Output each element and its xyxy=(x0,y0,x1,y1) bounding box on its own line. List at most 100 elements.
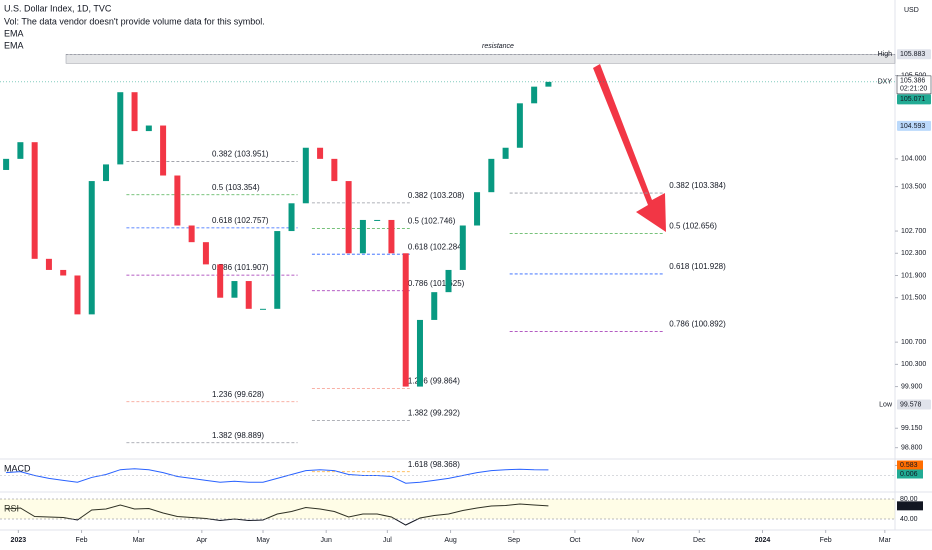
last-tag: DXY xyxy=(878,79,893,86)
candle xyxy=(474,192,481,226)
x-tick-label: Apr xyxy=(196,537,208,544)
fib-label: 0.5 (102.746) xyxy=(408,217,456,226)
y-tick-label: 101.500 xyxy=(901,295,926,302)
candle xyxy=(60,269,67,276)
arrow xyxy=(593,64,666,232)
marker-tag: High xyxy=(878,51,893,58)
last-price xyxy=(896,75,932,95)
candle xyxy=(31,142,38,259)
rsi-level-label: 40.00 xyxy=(900,516,918,523)
rsi-band xyxy=(0,499,895,519)
fib-label: 1.382 (99.292) xyxy=(408,408,460,417)
candle xyxy=(402,253,409,387)
rsi-line xyxy=(6,503,549,526)
price-box xyxy=(897,94,931,105)
candle xyxy=(88,181,95,315)
candle xyxy=(502,147,509,159)
macd-readout-label: 0.006 xyxy=(900,471,918,478)
fib-label: 0.382 (103.951) xyxy=(212,150,269,159)
macd-readout-label: 0.583 xyxy=(900,462,918,469)
candle xyxy=(459,225,466,270)
candle xyxy=(160,125,167,176)
candle xyxy=(302,147,309,204)
candle xyxy=(217,264,224,298)
y-tick-label: 102.300 xyxy=(901,250,926,257)
fib-label: 1.236 (99.864) xyxy=(408,377,460,386)
candle xyxy=(431,292,438,320)
candle xyxy=(331,158,338,182)
marker xyxy=(897,399,931,410)
rsi-readout xyxy=(897,501,923,511)
fib-label: 0.618 (101.928) xyxy=(669,262,726,271)
annotation: resistance xyxy=(482,43,514,50)
x-tick-label: Mar xyxy=(879,537,892,544)
rsi-readout-label: 66.33 xyxy=(900,503,918,510)
y-tick-label: 98.800 xyxy=(901,445,923,452)
marker xyxy=(897,49,931,60)
fib-label: 0.5 (103.354) xyxy=(212,183,260,192)
candle xyxy=(103,164,110,182)
fib-label: 0.5 (102.656) xyxy=(669,222,717,231)
x-tick-label: Feb xyxy=(76,537,88,544)
x-tick-label: May xyxy=(256,537,270,544)
candle xyxy=(131,92,138,132)
candle xyxy=(317,147,324,159)
macd-readout xyxy=(897,460,923,470)
candle xyxy=(45,258,52,270)
currency: USD xyxy=(904,7,919,14)
price-box-label: 105.071 xyxy=(900,96,925,103)
macd-line xyxy=(6,468,549,484)
candle xyxy=(359,219,366,254)
candle xyxy=(288,203,295,232)
fib-label: 0.618 (102.284) xyxy=(408,242,465,251)
candle xyxy=(245,281,252,309)
x-tick-label: Sep xyxy=(508,537,521,544)
price-box xyxy=(897,120,931,131)
x-tick-label: Jul xyxy=(383,537,392,544)
candle xyxy=(388,219,395,254)
fib-label: 0.786 (100.892) xyxy=(669,320,726,329)
indicator: EMA xyxy=(4,28,24,38)
x-tick-label: Oct xyxy=(569,537,580,544)
fib-label: 0.382 (103.208) xyxy=(408,191,465,200)
marker-tag: Low xyxy=(879,401,893,408)
resistance-band xyxy=(65,54,896,64)
candle xyxy=(345,181,352,254)
x-tick-label: Mar xyxy=(133,537,146,544)
subtitle: Vol: The data vendor doesn't provide vol… xyxy=(4,16,265,26)
candle xyxy=(531,86,538,104)
candle xyxy=(117,92,124,165)
pane-title: MACD xyxy=(4,463,31,473)
candle xyxy=(145,125,152,132)
fib-label: 1.618 (98.368) xyxy=(408,460,460,469)
candle xyxy=(3,158,10,170)
fib-label: 0.618 (102.757) xyxy=(212,216,269,225)
marker-label: 99.578 xyxy=(900,401,922,408)
fib-label: 1.382 (98.889) xyxy=(212,431,264,440)
title: U.S. Dollar Index, 1D, TVC xyxy=(4,3,112,13)
y-tick-label: 100.700 xyxy=(901,339,926,346)
y-tick-label: 104.000 xyxy=(901,156,926,163)
countdown: 02:21:20 xyxy=(900,86,927,93)
candle xyxy=(274,231,281,309)
candle xyxy=(231,281,238,298)
candle xyxy=(488,158,495,193)
x-tick-label: Nov xyxy=(632,537,645,544)
candle xyxy=(188,225,195,243)
marker-label: 105.883 xyxy=(900,51,925,58)
rsi-level-label: 80.00 xyxy=(900,496,918,503)
y-tick-label: 103.500 xyxy=(901,183,926,190)
macd-readout xyxy=(897,469,923,479)
y-tick-label: 100.300 xyxy=(901,361,926,368)
x-tick-label: Dec xyxy=(693,537,706,544)
price-box-label: 104.593 xyxy=(900,123,925,130)
x-tick-label: Aug xyxy=(444,537,457,544)
candle xyxy=(17,142,24,159)
y-tick-label: 99.150 xyxy=(901,425,923,432)
fib-label: 0.786 (101.625) xyxy=(408,279,465,288)
candle xyxy=(374,219,381,221)
x-tick-label: 2023 xyxy=(11,537,27,544)
x-tick-label: Feb xyxy=(820,537,832,544)
x-tick-label: 2024 xyxy=(755,537,771,544)
